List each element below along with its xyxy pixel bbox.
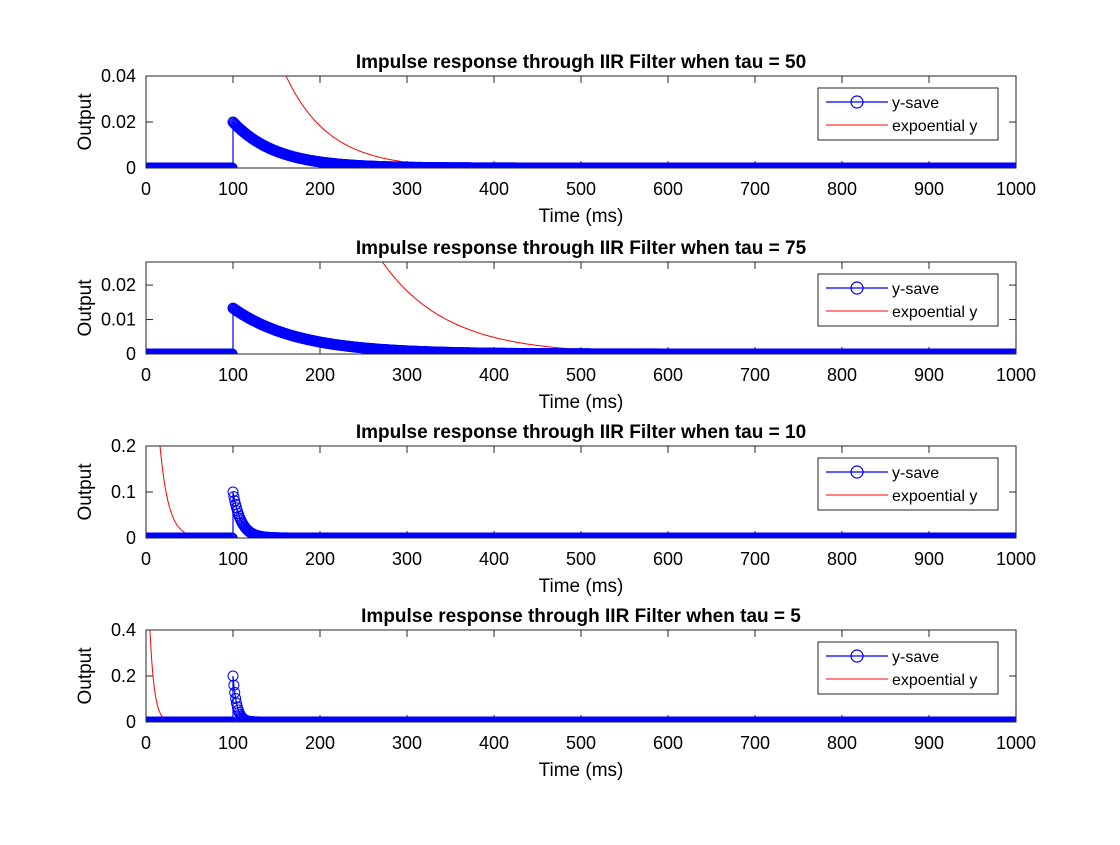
y-axis-label-2: Output [75, 463, 96, 521]
y-tick-label: 0.1 [111, 482, 136, 502]
x-tick-label: 600 [653, 549, 683, 569]
x-tick-label: 1000 [996, 733, 1036, 753]
x-axis-label-1: Time (ms) [539, 392, 624, 413]
x-tick-label: 200 [305, 179, 335, 199]
x-tick-label: 900 [914, 365, 944, 385]
y-tick-label: 0.2 [111, 436, 136, 456]
x-tick-label: 500 [566, 365, 596, 385]
legend-label-expoential-y: expoential y [892, 488, 977, 505]
x-tick-label: 500 [566, 179, 596, 199]
x-tick-label: 100 [218, 733, 248, 753]
y-tick-label: 0.01 [101, 310, 136, 330]
y-tick-label: 0.02 [101, 275, 136, 295]
x-tick-label: 800 [827, 179, 857, 199]
x-tick-label: 900 [914, 549, 944, 569]
x-tick-label: 200 [305, 365, 335, 385]
x-tick-label: 600 [653, 179, 683, 199]
y-axis-label-0: Output [75, 93, 96, 151]
x-tick-label: 600 [653, 365, 683, 385]
legend-label-expoential-y: expoential y [892, 304, 977, 321]
x-tick-label: 1000 [996, 365, 1036, 385]
x-tick-label: 800 [827, 733, 857, 753]
x-tick-label: 900 [914, 179, 944, 199]
x-tick-label: 700 [740, 733, 770, 753]
x-tick-label: 100 [218, 365, 248, 385]
legend-label-expoential-y: expoential y [892, 672, 977, 689]
legend-label-y-save: y-save [892, 95, 939, 112]
x-axis-label-0: Time (ms) [539, 206, 624, 227]
y-tick-label: 0.4 [111, 620, 136, 640]
y-axis-label-1: Output [75, 279, 96, 337]
x-tick-label: 300 [392, 733, 422, 753]
x-tick-label: 700 [740, 549, 770, 569]
x-tick-label: 700 [740, 365, 770, 385]
chart-title-3: Impulse response through IIR Filter when… [361, 606, 801, 627]
x-tick-label: 500 [566, 733, 596, 753]
x-tick-label: 500 [566, 549, 596, 569]
legend-label-expoential-y: expoential y [892, 118, 977, 135]
x-tick-label: 0 [141, 365, 151, 385]
x-tick-label: 300 [392, 549, 422, 569]
x-tick-label: 1000 [996, 549, 1036, 569]
y-tick-label: 0 [126, 528, 136, 548]
y-tick-label: 0 [126, 344, 136, 364]
y-tick-label: 0.2 [111, 666, 136, 686]
x-tick-label: 0 [141, 733, 151, 753]
x-tick-label: 900 [914, 733, 944, 753]
x-tick-label: 800 [827, 549, 857, 569]
x-tick-label: 400 [479, 365, 509, 385]
x-tick-label: 0 [141, 549, 151, 569]
x-tick-label: 700 [740, 179, 770, 199]
y-axis-label-3: Output [75, 647, 96, 705]
x-tick-label: 300 [392, 179, 422, 199]
x-axis-label-3: Time (ms) [539, 760, 624, 781]
y-tick-label: 0 [126, 712, 136, 732]
x-tick-label: 1000 [996, 179, 1036, 199]
x-tick-label: 300 [392, 365, 422, 385]
chart-title-2: Impulse response through IIR Filter when… [356, 422, 806, 443]
x-tick-label: 100 [218, 549, 248, 569]
x-tick-label: 100 [218, 179, 248, 199]
y-tick-label: 0 [126, 158, 136, 178]
y-tick-label: 0.02 [101, 112, 136, 132]
x-tick-label: 400 [479, 179, 509, 199]
x-tick-label: 0 [141, 179, 151, 199]
legend-label-y-save: y-save [892, 281, 939, 298]
x-tick-label: 200 [305, 733, 335, 753]
x-tick-label: 800 [827, 365, 857, 385]
x-axis-label-2: Time (ms) [539, 576, 624, 597]
chart-title-1: Impulse response through IIR Filter when… [356, 238, 807, 259]
legend-label-y-save: y-save [892, 649, 939, 666]
x-tick-label: 400 [479, 549, 509, 569]
x-tick-label: 400 [479, 733, 509, 753]
legend-label-y-save: y-save [892, 465, 939, 482]
chart-title-0: Impulse response through IIR Filter when… [356, 52, 806, 73]
x-tick-label: 200 [305, 549, 335, 569]
y-tick-label: 0.04 [101, 66, 136, 86]
x-tick-label: 600 [653, 733, 683, 753]
